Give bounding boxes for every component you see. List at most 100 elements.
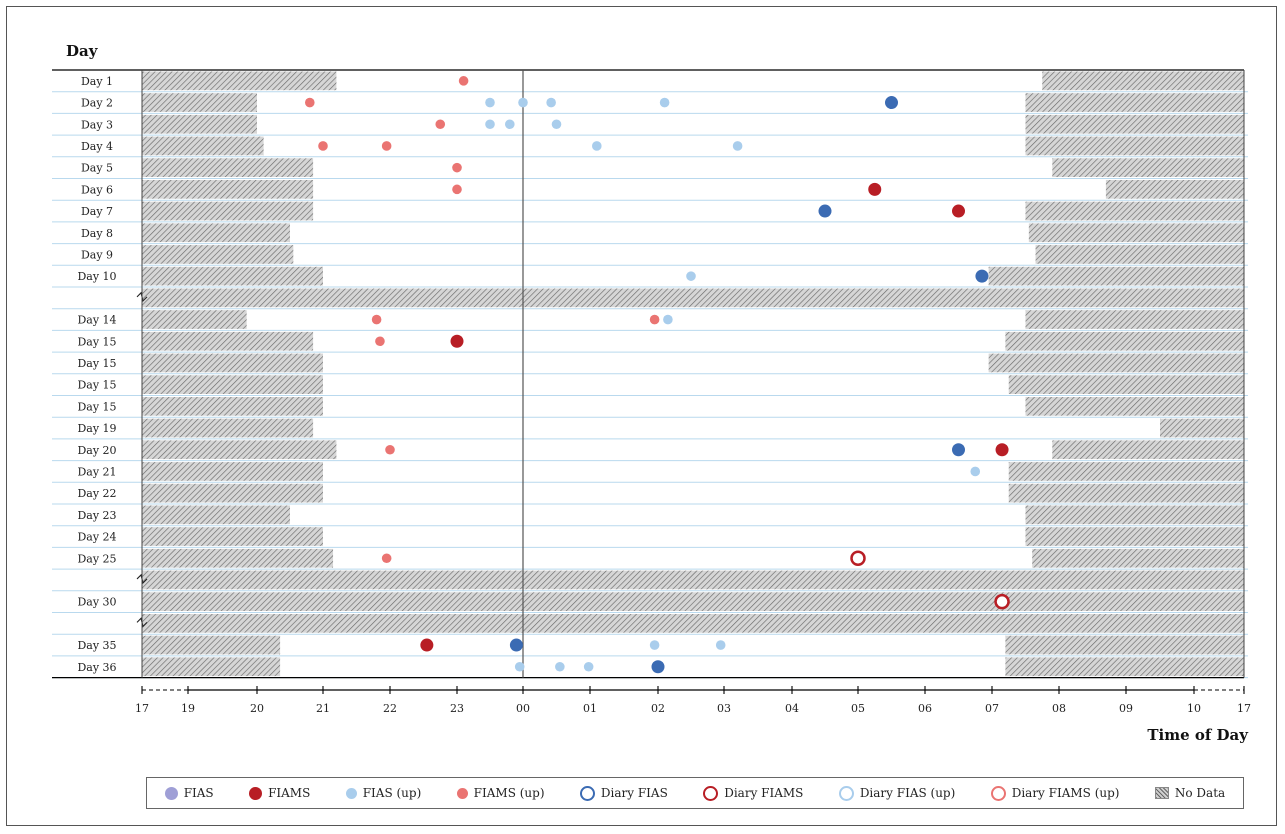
legend-swatch-diary-fiams <box>703 785 719 801</box>
x-tick-label: 03 <box>717 702 731 715</box>
legend-swatch-diary-fias <box>579 785 595 801</box>
nodata-segment <box>1025 310 1244 329</box>
nodata-segment <box>1032 548 1244 568</box>
x-tick-label: 00 <box>516 702 530 715</box>
event-point-fias <box>952 443 965 457</box>
row-label: Day 15 <box>77 357 116 370</box>
x-tick-label: 20 <box>250 702 264 715</box>
x-tick-label: 21 <box>316 702 330 715</box>
x-tick-label: 07 <box>985 702 999 715</box>
event-point-fias <box>651 660 665 674</box>
nodata-segment <box>1008 462 1244 481</box>
event-point-fiams-up <box>435 119 446 130</box>
nodata-segment <box>142 288 1244 308</box>
event-point-fiams-up <box>385 444 395 455</box>
nodata-segment <box>1008 483 1244 503</box>
x-tick-label: 19 <box>181 702 195 715</box>
event-point-fias-up <box>485 119 495 130</box>
nodata-segment <box>142 570 1244 590</box>
nodata-segment <box>142 114 257 134</box>
nodata-segment <box>142 158 314 177</box>
event-point-fias-up <box>583 661 594 672</box>
x-tick-label: 22 <box>383 702 397 715</box>
row-label: Day 14 <box>77 314 116 327</box>
x-tick-label: 17 <box>135 702 149 715</box>
nodata-segment <box>1052 440 1244 460</box>
event-point-fiams <box>868 182 882 196</box>
nodata-segment <box>142 462 323 481</box>
row-label: Day 21 <box>77 465 116 478</box>
nodata-segment <box>1025 397 1244 416</box>
event-point-fias-up <box>514 661 525 672</box>
rows-layer: Day 1 Day 2 Day 3 Day 4 Day 5 Day 6 Day 7 Day 8… <box>52 69 1248 679</box>
row-label: Day 7 <box>81 205 113 218</box>
event-point-fiams-up <box>318 141 328 151</box>
legend-item-diary-fiams-up: Diary FIAMS (up) <box>990 785 1120 801</box>
event-point-fiams-up <box>305 97 315 108</box>
nodata-segment <box>142 548 334 568</box>
row-label: Day 25 <box>77 552 116 565</box>
event-point-fias-up <box>663 314 673 325</box>
legend-item-diary-fias-up: Diary FIAS (up) <box>838 785 955 801</box>
event-point-fias <box>818 204 832 218</box>
nodata-segment <box>142 527 323 546</box>
nodata-segment <box>142 375 323 394</box>
nodata-segment <box>988 266 1244 286</box>
legend-item-diary-fias: Diary FIAS <box>579 785 668 801</box>
nodata-segment <box>142 418 314 438</box>
nodata-segment <box>142 440 337 460</box>
nodata-segment <box>1025 505 1244 525</box>
nodata-segment <box>1052 158 1244 177</box>
nodata-segment <box>1025 114 1244 134</box>
row-label: Day 9 <box>81 248 113 261</box>
legend-item-diary-fiams: Diary FIAMS <box>703 785 804 801</box>
nodata-segment <box>142 245 294 264</box>
nodata-segment <box>1025 201 1244 221</box>
nodata-segment <box>1005 657 1244 677</box>
legend-swatch-nodata <box>1154 787 1169 799</box>
legend-label: Diary FIAS <box>600 786 668 800</box>
nodata-segment <box>1160 418 1244 438</box>
event-point-fiams <box>450 334 464 348</box>
legend-label: Diary FIAMS (up) <box>1011 786 1120 800</box>
legend-label: FIAS (up) <box>362 786 422 800</box>
row-label: Day 2 <box>81 97 113 110</box>
nodata-segment <box>142 635 281 655</box>
row-label: Day 20 <box>77 444 116 457</box>
event-point-fias-up <box>485 97 495 108</box>
nodata-segment <box>1005 331 1244 351</box>
row-label: Day 8 <box>81 227 113 240</box>
row-label: Day 1 <box>81 75 113 88</box>
event-point-fiams-up <box>371 314 382 325</box>
legend-swatch-diary-fiams-up <box>990 785 1006 801</box>
nodata-segment <box>1035 245 1244 264</box>
event-point-fias-up <box>715 640 726 650</box>
event-point-fias-up <box>518 97 528 108</box>
row-label: Day 35 <box>77 639 116 652</box>
legend-swatch-fiams-up <box>456 787 468 799</box>
nodata-segment <box>142 223 290 243</box>
x-axis-title: Time of Day <box>1147 726 1249 744</box>
nodata-segment <box>142 310 247 329</box>
event-point-fiams-up <box>381 141 392 151</box>
nodata-segment <box>142 505 290 525</box>
x-tick-label: 09 <box>1119 702 1133 715</box>
nodata-segment <box>142 93 257 112</box>
event-point-fiams-up <box>649 314 660 325</box>
legend-label: Diary FIAMS <box>724 786 804 800</box>
x-tick-label: 17 <box>1237 702 1251 715</box>
nodata-segment <box>1025 136 1244 156</box>
row-label: Day 15 <box>77 335 116 348</box>
event-point-fiams <box>952 204 965 218</box>
y-axis-title: Day <box>66 42 99 60</box>
event-point-fiams <box>995 443 1009 457</box>
event-point-fiams-up <box>375 336 385 347</box>
event-point-fias-up <box>732 141 743 151</box>
legend-swatch-diary-fias-up <box>838 785 854 801</box>
nodata-segment <box>142 657 281 677</box>
x-axis: 17 19 20 21 22 23 00 01 02 03 04 05 06 07 08 09 10 17 <box>135 686 1251 715</box>
legend-item-fias: FIAS <box>164 786 214 800</box>
legend-item-fias-up: FIAS (up) <box>345 786 422 800</box>
nodata-segment <box>142 397 323 416</box>
